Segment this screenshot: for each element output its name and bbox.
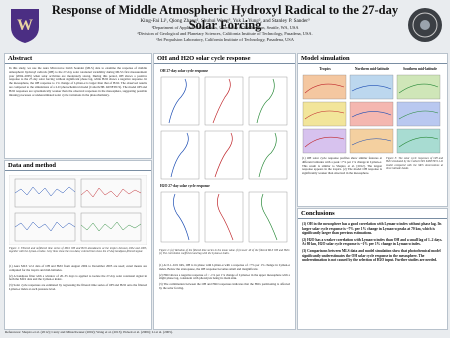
panel-title: OH 27-day solar cycle response (160, 69, 208, 73)
panel-title: H2O 27-day solar cycle response (160, 184, 210, 188)
conclusions-box: Conclusions (1) OH in the mesosphere has… (297, 208, 448, 330)
conclusion-item: (2) H2O has a weaker correlation with Ly… (302, 237, 443, 247)
data-method-box: Data and method Figure 1: Filtered and u… (4, 160, 152, 330)
logo-right (408, 8, 442, 42)
figure-caption: Figure 3: The solar cycle responses of O… (386, 157, 443, 171)
abstract-box: Abstract In this study, we use the Aura … (4, 53, 152, 159)
figure-caption: Figure 2: (a) Variation of the filtered … (159, 249, 290, 256)
references: References: Shapiro et al. (2012); Canty… (5, 330, 173, 334)
paragraph: (2) H2O shows a negative response of ~ -… (159, 272, 290, 281)
column-title: Tropics (319, 67, 331, 71)
figure (302, 74, 441, 154)
paragraph: (1) OH solar cycle response profiles sho… (302, 156, 382, 176)
section-heading: OH and H2O solar cycle response (154, 54, 295, 64)
paragraphs: (1) At 0.1–0.01 hPa, OH is in phase with… (159, 263, 290, 291)
title: Response of Middle Atmospheric Hydroxyl … (51, 3, 399, 32)
paragraphs: (1) Aura MLS v2.2 data of OH and H2O fro… (9, 264, 147, 292)
affiliation: ³Jet Propulsion Laboratory, California I… (156, 37, 294, 42)
section-heading: Abstract (5, 54, 151, 64)
oh-h2o-box: OH and H2O solar cycle response OH 27-da… (153, 53, 296, 330)
column-title: Southern mid-latitude (402, 67, 438, 71)
section-heading: Conclusions (298, 209, 447, 219)
figure-caption: Figure 1: Filtered and unfiltered time s… (9, 247, 147, 254)
paragraph: (3) The combination between the OH and H… (159, 282, 290, 290)
column-title: Northern mid-latitude (354, 67, 390, 71)
figure (9, 175, 147, 245)
figure (160, 76, 288, 180)
section-heading: Data and method (5, 161, 151, 171)
logo-left: W (11, 9, 39, 43)
paragraph: (1) Aura MLS v2.2 data of OH and H2O fro… (9, 264, 147, 272)
paragraph: (2) A bandpass filter with a window of 2… (9, 273, 147, 282)
conclusion-list: (1) OH in the mesosphere has a good corr… (302, 222, 443, 263)
paragraph: (1) At 0.1–0.01 hPa, OH is in phase with… (159, 263, 290, 271)
affiliation: ²Division of Geological and Planetary Sc… (137, 31, 313, 36)
conclusion-item: (3) Comparisons between MLS data and mod… (302, 248, 441, 263)
model-box: Model simulation Tropics Northern mid-la… (297, 53, 448, 207)
paragraph: (3) Solar cycle responses are estimated … (9, 283, 147, 291)
section-heading: Model simulation (298, 54, 447, 64)
conclusion-item: (1) OH in the mesosphere has a good corr… (302, 222, 442, 236)
abstract-text: In this study, we use the Aura Microwave… (9, 66, 147, 97)
figure (160, 191, 288, 243)
affiliation: ¹Department of Applied Mathematics, Univ… (151, 25, 299, 30)
authors: King-Fai Li¹, Qiong Zhang², Shuhui Wang³… (140, 18, 310, 24)
svg-text:W: W (17, 17, 33, 34)
